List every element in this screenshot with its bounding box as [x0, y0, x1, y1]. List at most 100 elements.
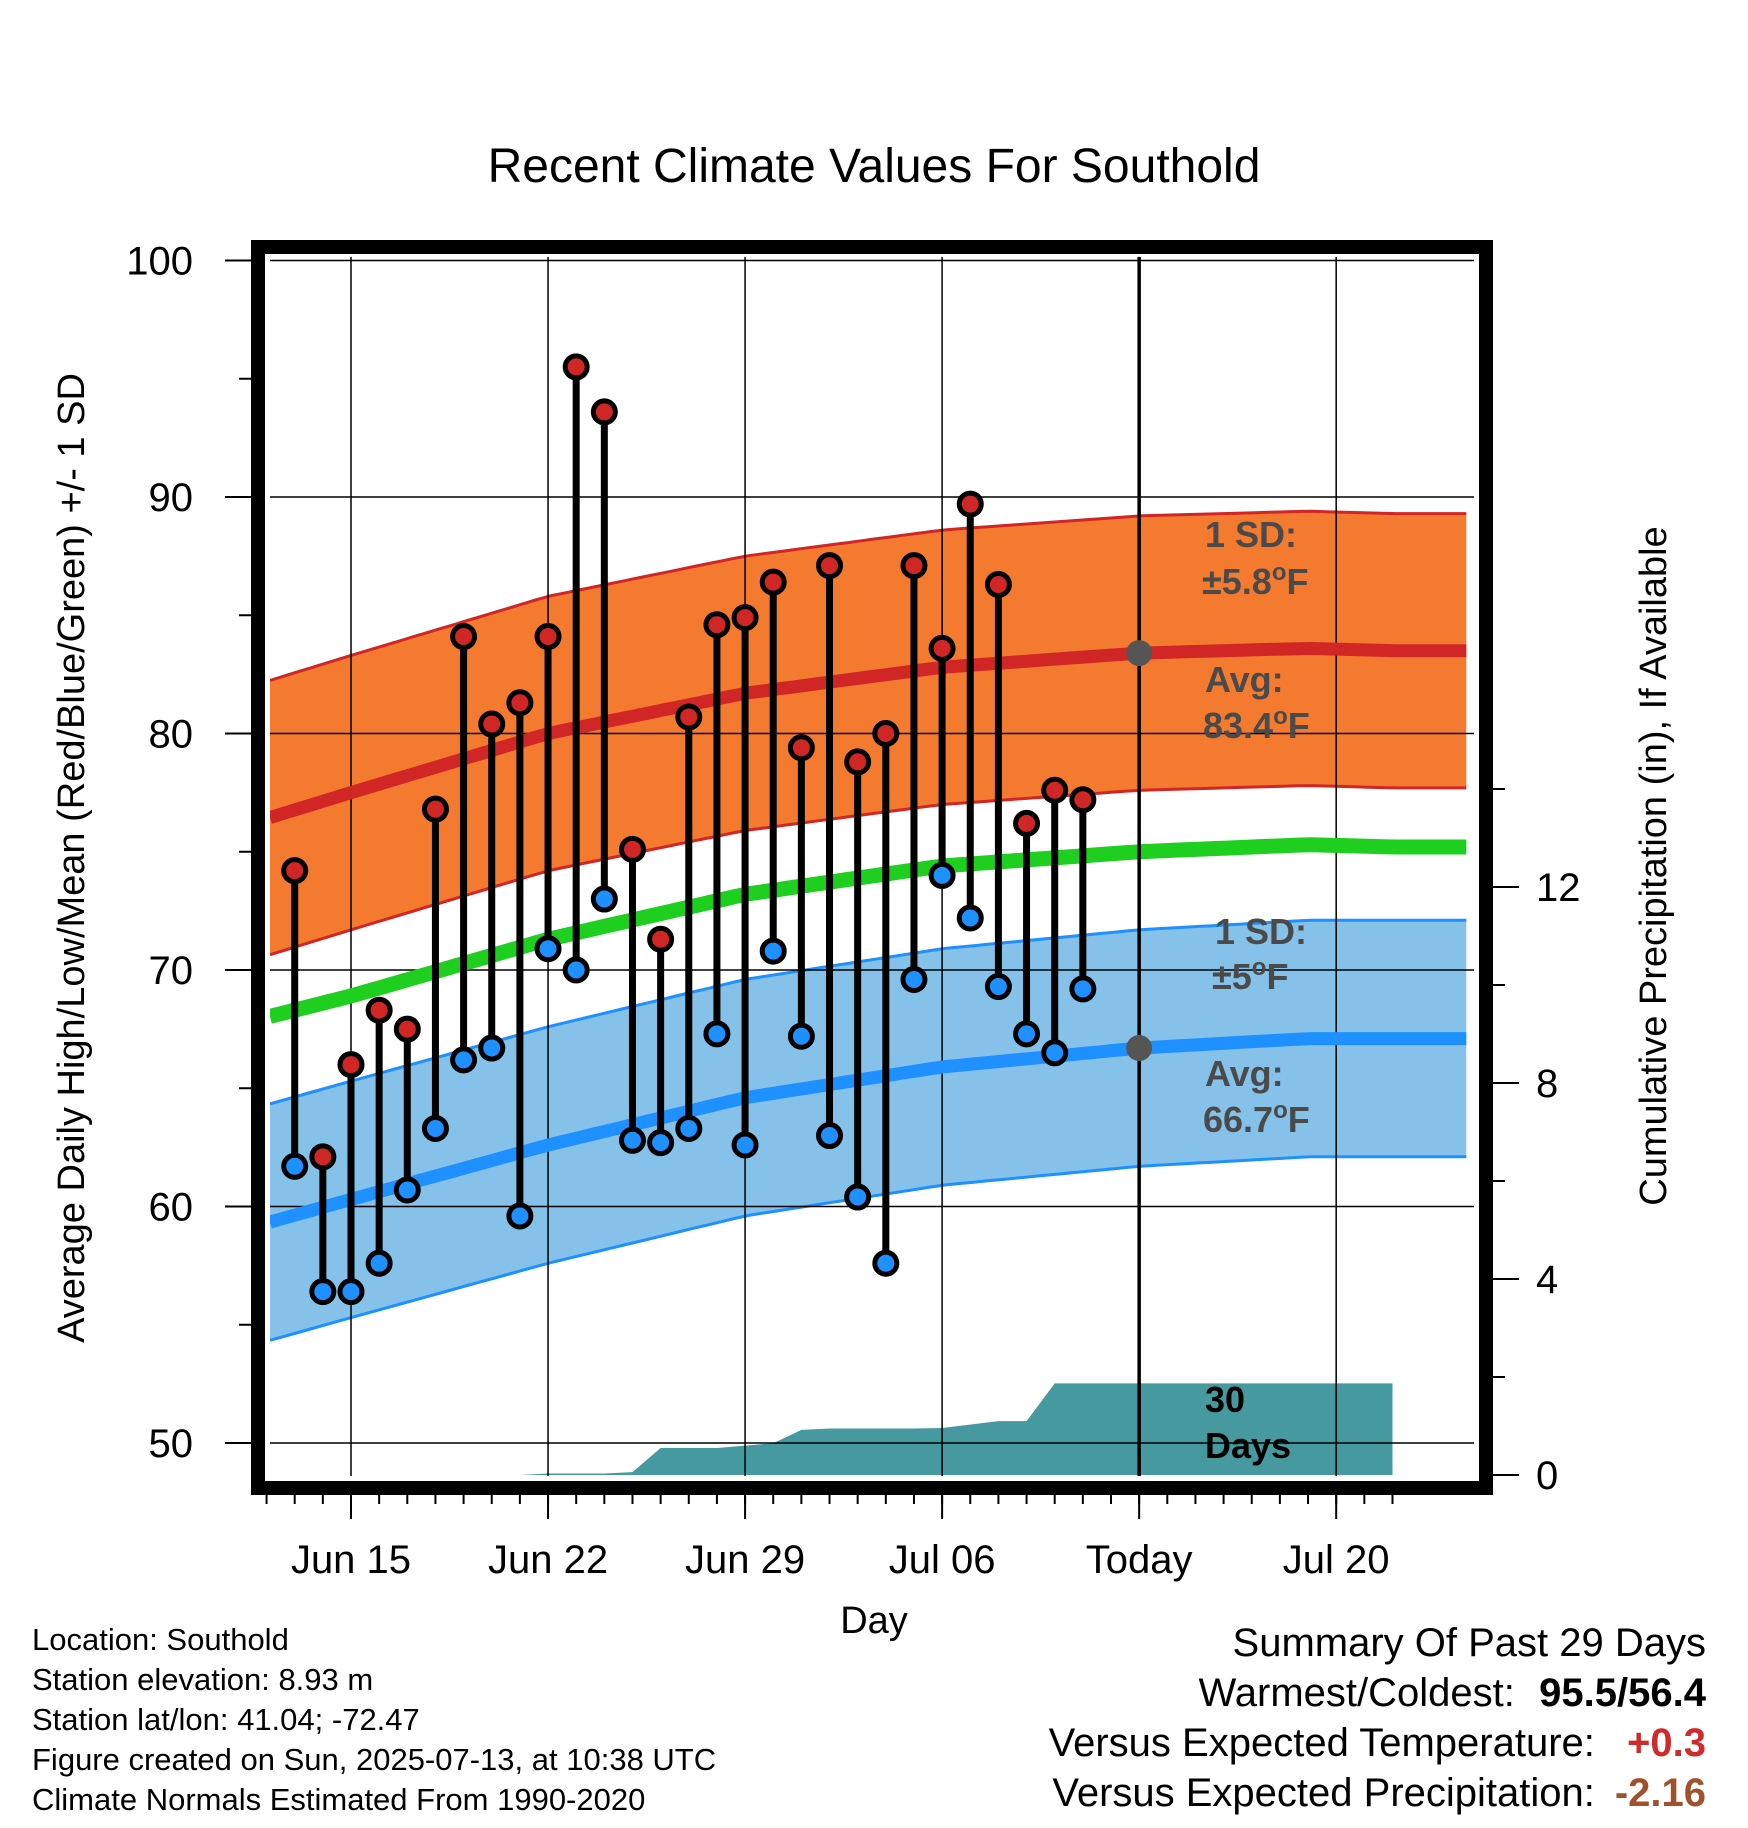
daily-high-point	[759, 568, 787, 596]
y2-tick-label-4: 4	[1536, 1258, 1558, 1302]
daily-low-point	[872, 1249, 900, 1277]
warm-cold-row: Warmest/Coldest: 95.5/56.4	[1049, 1668, 1707, 1718]
daily-low-point	[365, 1249, 393, 1277]
y-tick-label-70: 70	[149, 949, 194, 993]
x-tick-label-jun-15: Jun 15	[291, 1538, 411, 1582]
normals-text: Climate Normals Estimated From 1990-2020	[32, 1782, 646, 1817]
y2-tick-label-8: 8	[1536, 1062, 1558, 1106]
x-tick-label-jun-29: Jun 29	[685, 1538, 805, 1582]
daily-low-point	[562, 956, 590, 984]
daily-high-point	[562, 353, 590, 381]
daily-high-point	[365, 996, 393, 1024]
daily-high-point	[1041, 776, 1069, 804]
daily-low-point	[506, 1202, 534, 1230]
low-sd-value: ±5oF	[1212, 954, 1288, 997]
daily-low-point	[450, 1046, 478, 1074]
today-normal-low-marker	[1126, 1035, 1153, 1062]
daily-low-point	[421, 1114, 449, 1142]
daily-low-point	[759, 937, 787, 965]
y-tick-label-90: 90	[149, 476, 194, 520]
low-sd-label: 1 SD:	[1215, 911, 1307, 952]
daily-low-point	[309, 1278, 337, 1306]
daily-high-point	[337, 1051, 365, 1079]
y-tick-label-50: 50	[149, 1422, 194, 1466]
precip-row: Versus Expected Precipitation: -2.16	[1049, 1768, 1706, 1818]
daily-low-point	[1041, 1039, 1069, 1067]
daily-low-point	[956, 904, 984, 932]
chart-title: Recent Climate Values For Southold	[488, 140, 1261, 193]
daily-low-point	[478, 1034, 506, 1062]
high-avg-label: Avg:	[1205, 659, 1284, 700]
elevation-text: Station elevation: 8.93 m	[32, 1662, 374, 1697]
daily-low-point	[647, 1129, 675, 1157]
daily-high-point	[844, 748, 872, 776]
temp-label: Versus Expected Temperature:	[1048, 1721, 1595, 1765]
summary-title: Summary Of Past 29 Days	[1232, 1621, 1706, 1665]
daily-low-point	[816, 1122, 844, 1150]
daily-high-point	[647, 925, 675, 953]
high-avg-value: 83.4oF	[1203, 703, 1310, 746]
daily-high-point	[1069, 786, 1097, 814]
precip-value: -2.16	[1614, 1771, 1706, 1815]
high-sd-label: 1 SD:	[1205, 514, 1297, 555]
station-info: Location: Southold Station elevation: 8.…	[32, 1620, 716, 1820]
daily-high-point	[393, 1015, 421, 1043]
daily-low-point	[787, 1022, 815, 1050]
daily-low-point	[281, 1152, 309, 1180]
daily-high-point	[281, 857, 309, 885]
latlon-text: Station lat/lon: 41.04; -72.47	[32, 1702, 420, 1737]
daily-low-point	[393, 1176, 421, 1204]
daily-low-point	[675, 1114, 703, 1142]
daily-high-point	[478, 710, 506, 738]
daily-high-point	[506, 689, 534, 717]
daily-high-point	[703, 611, 731, 639]
daily-high-point	[309, 1143, 337, 1171]
daily-low-point	[731, 1131, 759, 1159]
daily-low-point	[534, 935, 562, 963]
daily-high-point	[872, 720, 900, 747]
daily-low-point	[844, 1183, 872, 1211]
y2-axis-label: Cumulative Precipitation (in), If Availa…	[1633, 526, 1675, 1205]
y2-tick-label-12: 12	[1536, 866, 1581, 910]
normal-mean-line	[270, 837, 1467, 1024]
daily-high-point	[787, 734, 815, 762]
daily-high-point	[928, 634, 956, 662]
location-text: Location: Southold	[32, 1622, 289, 1657]
daily-high-point	[816, 552, 844, 580]
daily-high-point	[618, 835, 646, 863]
high-sd-value: ±5.8oF	[1202, 559, 1308, 602]
y-axis-label: Average Daily High/Low/Mean (Red/Blue/Gr…	[51, 373, 93, 1343]
daily-high-point	[900, 552, 928, 580]
y-tick-label-80: 80	[149, 713, 194, 757]
daily-low-point	[618, 1126, 646, 1154]
low-avg-value: 66.7oF	[1203, 1097, 1310, 1140]
y-tick-label-60: 60	[149, 1186, 194, 1230]
normal-low-sd-band	[270, 920, 1467, 1341]
x-axis-label: Day	[840, 1600, 908, 1642]
warm-cold-value: 95.5/56.4	[1539, 1671, 1706, 1715]
daily-high-point	[956, 490, 984, 518]
y-tick-label-100: 100	[126, 240, 193, 284]
low-avg-label: Avg:	[1205, 1053, 1284, 1094]
x-tick-label-jul-06: Jul 06	[889, 1538, 996, 1582]
daily-high-point	[984, 571, 1012, 599]
daily-low-point	[337, 1278, 365, 1306]
daily-high-point	[450, 623, 478, 651]
y2-tick-label-0: 0	[1536, 1454, 1558, 1498]
daily-low-point	[984, 973, 1012, 1001]
x-tick-label-jul-20: Jul 20	[1283, 1538, 1390, 1582]
normal-high-lower-edge	[270, 784, 1467, 957]
daily-high-point	[534, 623, 562, 651]
daily-low-point	[928, 861, 956, 889]
normal-low-line	[270, 1032, 1467, 1229]
daily-low-point	[1069, 975, 1097, 1003]
created-text: Figure created on Sun, 2025-07-13, at 10…	[32, 1742, 717, 1777]
daily-low-point	[703, 1020, 731, 1048]
plot-frame	[251, 240, 1493, 1495]
x-tick-label-jun-22: Jun 22	[488, 1538, 608, 1582]
daily-low-point	[1013, 1020, 1041, 1048]
x-tick-label-today: Today	[1086, 1538, 1193, 1582]
today-normal-high-marker	[1126, 640, 1153, 667]
temp-row: Versus Expected Temperature: +0.3	[1049, 1718, 1706, 1768]
